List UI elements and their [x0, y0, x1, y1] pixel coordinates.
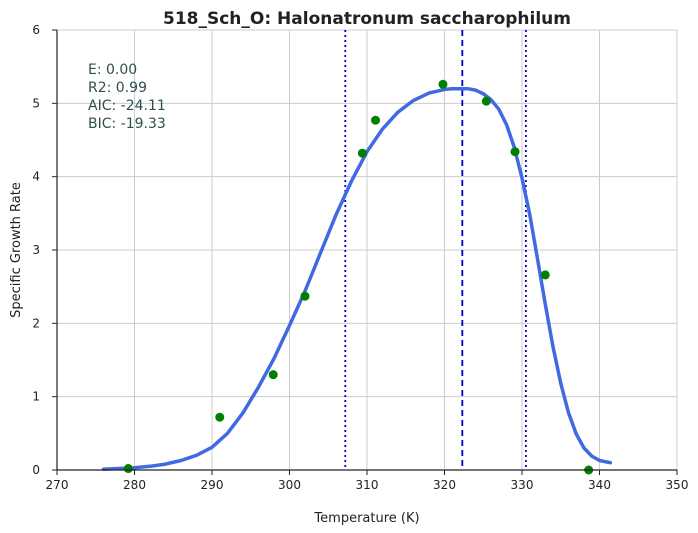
x-tick-label: 320 — [433, 478, 456, 492]
x-tick-label: 290 — [201, 478, 224, 492]
y-tick-label: 4 — [32, 170, 40, 184]
fit-curve-group — [101, 86, 613, 472]
data-points — [123, 79, 594, 475]
data-point — [300, 291, 310, 301]
data-point — [215, 412, 225, 422]
y-axis-label: Specific Growth Rate — [9, 182, 24, 318]
axes — [52, 29, 678, 475]
fit-curve — [101, 86, 613, 472]
x-tick-label: 300 — [278, 478, 301, 492]
y-tick-label: 1 — [32, 390, 40, 404]
stat-bic: BIC: -19.33 — [88, 116, 166, 132]
y-tick-label: 6 — [32, 23, 40, 37]
reference-lines — [344, 30, 527, 470]
x-tick-label: 270 — [46, 478, 69, 492]
fit-statistics: E: 0.00 R2: 0.99 AIC: -24.11 BIC: -19.33 — [88, 62, 166, 132]
y-tick-label: 0 — [32, 463, 40, 477]
y-tick-label: 5 — [32, 96, 40, 110]
gridlines — [57, 29, 678, 470]
data-point — [438, 79, 448, 89]
x-tick-label: 350 — [666, 478, 689, 492]
x-tick-label: 310 — [356, 478, 379, 492]
x-tick-label: 330 — [511, 478, 534, 492]
y-tick-label: 3 — [32, 243, 40, 257]
data-point — [268, 370, 278, 380]
data-point — [123, 464, 133, 474]
data-point — [540, 270, 550, 280]
stat-aic: AIC: -24.11 — [88, 98, 166, 114]
x-tick-label: 340 — [588, 478, 611, 492]
stat-r2: R2: 0.99 — [88, 80, 147, 96]
stat-e: E: 0.00 — [88, 62, 137, 78]
y-tick-label: 2 — [32, 316, 40, 330]
data-point — [481, 96, 491, 106]
x-tick-label: 280 — [123, 478, 146, 492]
x-tick-labels: 270 280 290 300 310 320 330 340 350 — [46, 478, 689, 492]
data-point — [510, 147, 520, 157]
y-tick-labels: 0 1 2 3 4 5 6 — [32, 23, 40, 477]
chart-title: 518_Sch_O: Halonatronum saccharophilum — [163, 9, 571, 29]
data-point — [357, 148, 367, 158]
x-axis-label: Temperature (K) — [313, 511, 419, 526]
data-point — [371, 115, 381, 125]
